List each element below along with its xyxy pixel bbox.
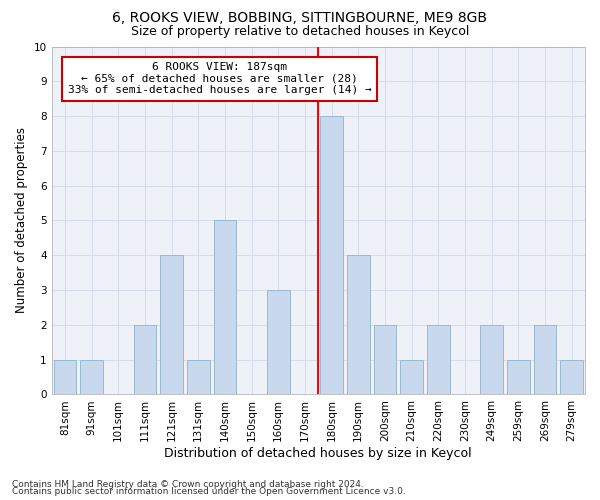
Bar bbox=[507, 360, 530, 394]
Bar bbox=[481, 325, 503, 394]
Bar bbox=[320, 116, 343, 394]
Bar bbox=[80, 360, 103, 394]
Bar bbox=[533, 325, 556, 394]
Text: 6 ROOKS VIEW: 187sqm
← 65% of detached houses are smaller (28)
33% of semi-detac: 6 ROOKS VIEW: 187sqm ← 65% of detached h… bbox=[68, 62, 371, 96]
Bar bbox=[267, 290, 290, 395]
Bar bbox=[134, 325, 156, 394]
Bar bbox=[53, 360, 76, 394]
Bar bbox=[560, 360, 583, 394]
Text: Contains HM Land Registry data © Crown copyright and database right 2024.: Contains HM Land Registry data © Crown c… bbox=[12, 480, 364, 489]
Bar bbox=[160, 256, 183, 394]
Bar bbox=[214, 220, 236, 394]
X-axis label: Distribution of detached houses by size in Keycol: Distribution of detached houses by size … bbox=[164, 447, 472, 460]
Bar bbox=[400, 360, 423, 394]
Text: Contains public sector information licensed under the Open Government Licence v3: Contains public sector information licen… bbox=[12, 487, 406, 496]
Y-axis label: Number of detached properties: Number of detached properties bbox=[15, 128, 28, 314]
Text: Size of property relative to detached houses in Keycol: Size of property relative to detached ho… bbox=[131, 25, 469, 38]
Bar bbox=[187, 360, 209, 394]
Bar bbox=[347, 256, 370, 394]
Bar bbox=[374, 325, 396, 394]
Text: 6, ROOKS VIEW, BOBBING, SITTINGBOURNE, ME9 8GB: 6, ROOKS VIEW, BOBBING, SITTINGBOURNE, M… bbox=[113, 12, 487, 26]
Bar bbox=[427, 325, 449, 394]
